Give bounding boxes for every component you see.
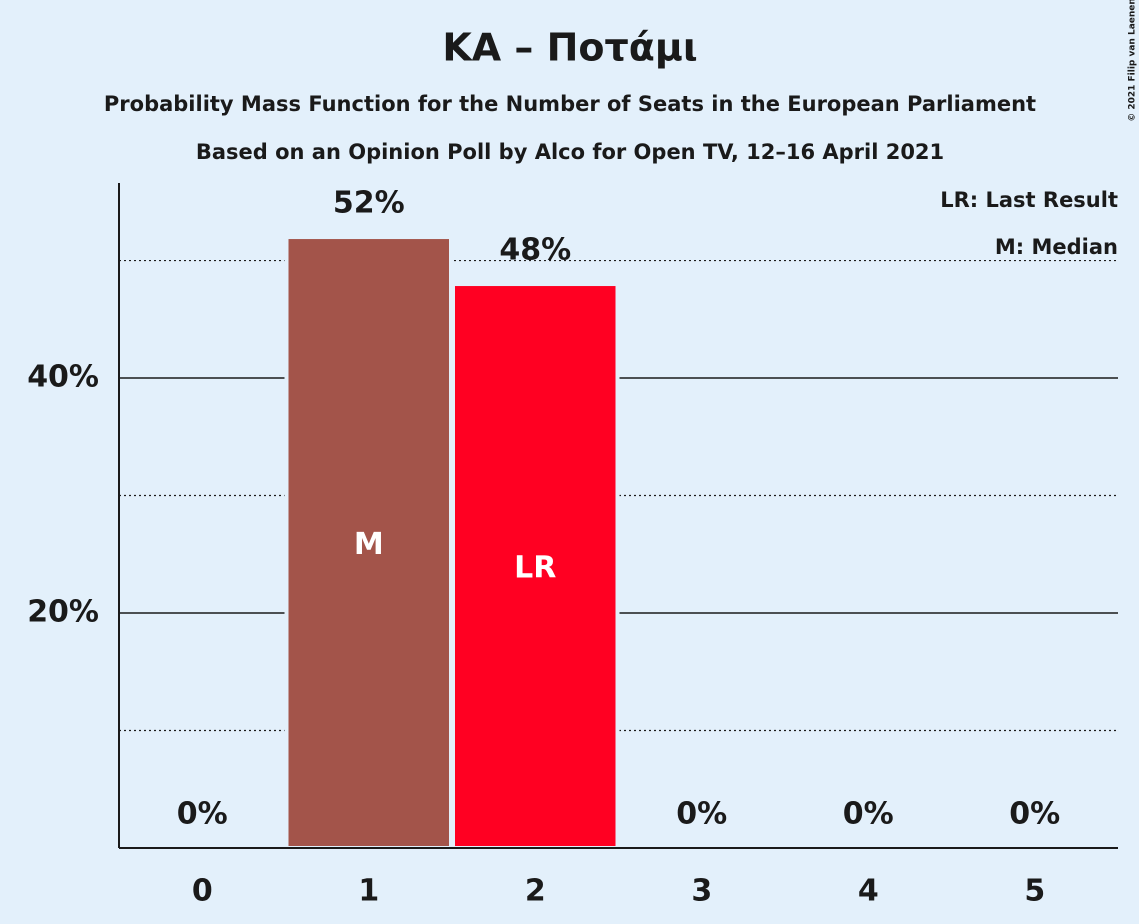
chart-subtitle: Based on an Opinion Poll by Alco for Ope… bbox=[196, 140, 944, 164]
legend-entry: M: Median bbox=[995, 235, 1118, 259]
value-label: 0% bbox=[676, 797, 727, 832]
copyright: © 2021 Filip van Laenen bbox=[1128, 0, 1138, 122]
value-label: 48% bbox=[499, 233, 571, 268]
bar-label: LR bbox=[514, 551, 556, 586]
chart-title: ΚΑ – Ποτάμι bbox=[442, 26, 697, 70]
x-tick-label: 4 bbox=[858, 874, 879, 909]
x-tick-label: 2 bbox=[525, 874, 546, 909]
value-label: 0% bbox=[843, 797, 894, 832]
y-tick-label: 20% bbox=[27, 595, 99, 630]
x-tick-label: 5 bbox=[1024, 874, 1045, 909]
bar-label: M bbox=[354, 527, 384, 562]
y-tick-label: 40% bbox=[27, 360, 99, 395]
value-label: 0% bbox=[1009, 797, 1060, 832]
legend-entry: LR: Last Result bbox=[940, 188, 1118, 212]
value-label: 52% bbox=[333, 186, 405, 221]
value-label: 0% bbox=[177, 797, 228, 832]
chart-subtitle: Probability Mass Function for the Number… bbox=[104, 92, 1036, 116]
x-tick-label: 3 bbox=[691, 874, 712, 909]
x-tick-label: 1 bbox=[358, 874, 379, 909]
bar bbox=[451, 282, 620, 850]
x-tick-label: 0 bbox=[192, 874, 213, 909]
